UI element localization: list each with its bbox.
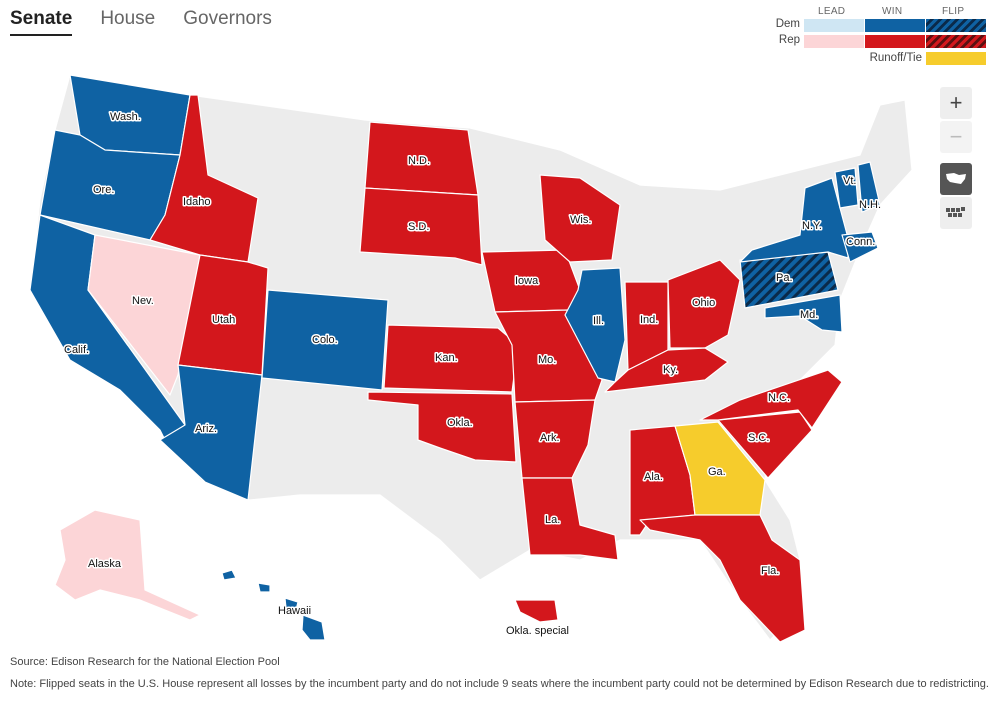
- label-iowa: Iowa: [515, 275, 539, 287]
- footnote: Note: Flipped seats in the U.S. House re…: [10, 678, 989, 690]
- legend-swatch-rep-flip: [926, 35, 986, 48]
- label-nd: N.D.: [408, 155, 430, 167]
- label-mo: Mo.: [538, 354, 556, 366]
- legend-header-win: WIN: [882, 6, 903, 17]
- state-alaska[interactable]: [54, 509, 201, 621]
- label-idaho: Idaho: [183, 196, 211, 208]
- label-nh: N.H.: [859, 199, 881, 211]
- legend-swatch-dem-lead: [804, 19, 864, 32]
- label-ala: Ala.: [644, 471, 663, 483]
- label-ill: Ill.: [593, 315, 604, 327]
- state-vt[interactable]: [834, 167, 859, 209]
- legend-header-lead: LEAD: [818, 6, 846, 17]
- legend-row-rep: Rep: [778, 34, 800, 46]
- state-fla[interactable]: [639, 514, 806, 643]
- state-hawaii-2[interactable]: [257, 582, 271, 593]
- race-tabs: Senate House Governors: [10, 8, 272, 36]
- state-colo[interactable]: [261, 289, 389, 391]
- label-fla: Fla.: [761, 565, 779, 577]
- legend-swatch-dem-flip: [926, 19, 986, 32]
- label-wash: Wash.: [110, 111, 141, 123]
- us-map-view-button[interactable]: [940, 163, 972, 195]
- legend-swatch-dem-win: [865, 19, 925, 32]
- state-nh[interactable]: [857, 161, 881, 213]
- label-ny: N.Y.: [802, 220, 822, 232]
- label-hawaii: Hawaii: [278, 605, 311, 617]
- cartogram-icon: [946, 207, 965, 217]
- state-md[interactable]: [764, 294, 843, 333]
- legend-swatch-rep-lead: [804, 35, 864, 48]
- state-hawaii-3[interactable]: [284, 597, 299, 611]
- state-wis[interactable]: [539, 174, 621, 263]
- zoom-out-button[interactable]: −: [940, 121, 972, 153]
- state-okla[interactable]: [367, 391, 517, 463]
- state-hawaii-4[interactable]: [301, 614, 326, 641]
- label-ga: Ga.: [708, 466, 726, 478]
- state-ky[interactable]: [604, 347, 729, 393]
- state-utah[interactable]: [177, 254, 269, 376]
- state-ill[interactable]: [564, 267, 626, 383]
- label-alaska: Alaska: [88, 558, 122, 570]
- legend-swatch-runoff: [926, 52, 986, 65]
- state-ohio[interactable]: [667, 259, 741, 349]
- state-sc[interactable]: [717, 411, 813, 479]
- zoom-in-button[interactable]: +: [940, 87, 972, 119]
- label-pa: Pa.: [776, 272, 793, 284]
- label-ind: Ind.: [640, 314, 658, 326]
- label-vt: Vt.: [843, 175, 856, 187]
- state-conn[interactable]: [841, 231, 879, 263]
- legend-swatch-rep-win: [865, 35, 925, 48]
- label-ohio: Ohio: [692, 297, 715, 309]
- label-calif: Calif.: [64, 344, 89, 356]
- label-ark: Ark.: [540, 432, 560, 444]
- cartogram-view-button[interactable]: [940, 197, 972, 229]
- state-la[interactable]: [521, 477, 619, 561]
- label-colo: Colo.: [312, 334, 338, 346]
- state-nev[interactable]: [87, 234, 201, 396]
- tab-house[interactable]: House: [100, 8, 156, 29]
- state-sd[interactable]: [359, 187, 483, 266]
- label-okla-special: Okla. special: [506, 625, 569, 637]
- state-okla-special[interactable]: [514, 599, 559, 623]
- legend-row-dem: Dem: [775, 18, 800, 30]
- label-nev: Nev.: [132, 295, 154, 307]
- label-sd: S.D.: [408, 221, 429, 233]
- label-la: La.: [545, 514, 560, 526]
- state-ark[interactable]: [514, 399, 596, 479]
- state-nc[interactable]: [699, 369, 843, 429]
- us-senate-map: Wash. Ore. Idaho Calif. Nev. Utah Ariz. …: [0, 60, 1005, 650]
- tab-senate[interactable]: Senate: [10, 8, 73, 36]
- tab-governors[interactable]: Governors: [183, 8, 272, 29]
- label-md: Md.: [800, 309, 818, 321]
- label-okla: Okla.: [447, 417, 473, 429]
- label-ky: Ky.: [663, 364, 678, 376]
- source-note: Source: Edison Research for the National…: [10, 656, 280, 668]
- label-kan: Kan.: [435, 352, 458, 364]
- us-map-icon: [946, 173, 966, 184]
- label-wis: Wis.: [570, 214, 591, 226]
- label-conn: Conn.: [846, 236, 875, 248]
- legend-runoff-label: Runoff/Tie: [869, 52, 922, 64]
- label-sc: S.C.: [748, 432, 769, 444]
- label-nc: N.C.: [768, 392, 790, 404]
- legend-header-flip: FLIP: [942, 6, 965, 17]
- label-utah: Utah: [212, 314, 235, 326]
- state-hawaii-1[interactable]: [221, 569, 237, 581]
- label-ore: Ore.: [93, 184, 114, 196]
- label-ariz: Ariz.: [195, 423, 217, 435]
